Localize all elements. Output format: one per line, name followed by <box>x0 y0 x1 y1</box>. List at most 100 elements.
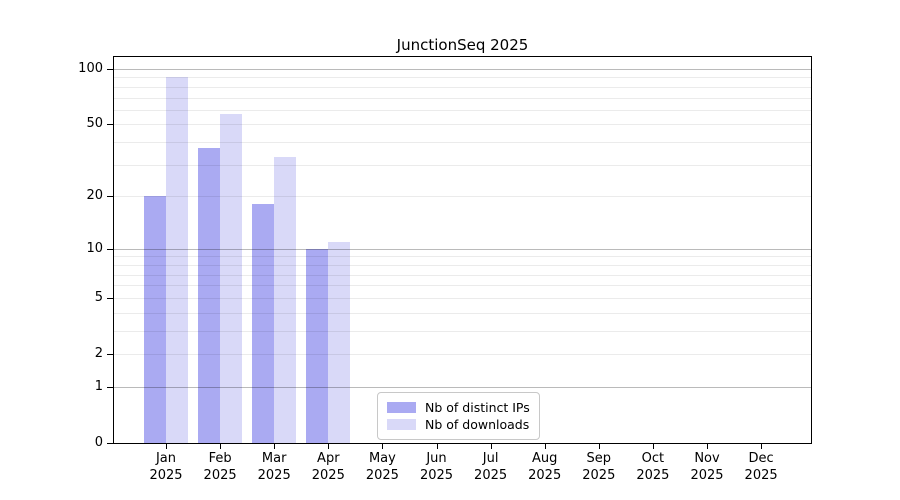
x-tick-label-dec: Dec 2025 <box>731 451 791 484</box>
y-tick-10 <box>107 248 114 250</box>
bar-downloads-mar <box>274 157 297 443</box>
x-tick-year: 2025 <box>744 467 778 483</box>
x-tick-year: 2025 <box>690 467 724 483</box>
x-tick-jan <box>166 444 167 449</box>
x-tick-month: Dec <box>748 451 774 466</box>
gridline-2 <box>114 354 811 355</box>
y-tick-100 <box>107 69 114 70</box>
gridline-90 <box>114 77 811 79</box>
x-tick-label-nov: Nov 2025 <box>677 451 737 484</box>
legend-swatch-distinct-ips-icon <box>387 402 416 413</box>
gridline-8 <box>114 264 811 266</box>
y-tick-label-5: 5 <box>94 289 103 305</box>
legend-item-distinct-ips: Nb of distinct IPs <box>387 399 530 416</box>
x-tick-month: Oct <box>641 451 665 466</box>
x-tick-year: 2025 <box>257 467 291 483</box>
x-tick-sep <box>598 444 600 449</box>
x-tick-year: 2025 <box>149 467 183 483</box>
gridline-50 <box>114 124 811 126</box>
y-tick-50 <box>107 124 114 126</box>
gridline-100 <box>114 69 811 70</box>
y-tick-2 <box>107 354 114 355</box>
x-tick-month: May <box>368 451 396 466</box>
gridline-80 <box>114 86 811 88</box>
gridline-10 <box>114 248 811 250</box>
x-tick-label-apr: Apr 2025 <box>298 451 358 484</box>
y-tick-label-0: 0 <box>94 435 103 450</box>
x-tick-year: 2025 <box>636 467 670 483</box>
y-tick-label-20: 20 <box>86 188 103 204</box>
x-tick-month: Feb <box>208 451 232 466</box>
x-tick-year: 2025 <box>582 467 616 483</box>
bar-distinct-ips-feb <box>198 148 221 443</box>
x-tick-oct <box>652 444 654 449</box>
gridline-3 <box>114 330 811 332</box>
x-tick-nov <box>707 444 708 449</box>
x-tick-may <box>382 444 384 449</box>
y-tick-label-2: 2 <box>94 346 103 361</box>
x-tick-label-feb: Feb 2025 <box>190 451 250 484</box>
legend-item-downloads: Nb of downloads <box>387 416 530 433</box>
y-tick-label-1: 1 <box>94 378 103 394</box>
x-tick-year: 2025 <box>474 467 508 483</box>
bar-downloads-feb <box>220 113 243 443</box>
legend: Nb of distinct IPs Nb of downloads <box>377 392 540 440</box>
x-tick-label-jul: Jul 2025 <box>461 451 521 484</box>
gridline-7 <box>114 274 811 276</box>
legend-label-downloads: Nb of downloads <box>425 417 530 432</box>
x-tick-dec <box>761 444 763 449</box>
x-tick-month: Nov <box>694 451 720 466</box>
bar-downloads-apr <box>328 241 351 443</box>
y-tick-0 <box>107 443 114 444</box>
bar-distinct-ips-mar <box>252 204 275 443</box>
x-tick-mar <box>274 444 276 449</box>
gridline-60 <box>114 109 811 111</box>
legend-label-distinct-ips: Nb of distinct IPs <box>425 400 530 415</box>
x-tick-month: Mar <box>261 451 287 466</box>
y-tick-label-100: 100 <box>78 61 103 76</box>
x-tick-label-mar: Mar 2025 <box>244 451 304 484</box>
x-tick-year: 2025 <box>203 467 237 483</box>
gridline-20 <box>114 196 811 198</box>
gridline-40 <box>114 142 811 144</box>
y-tick-label-10: 10 <box>86 240 103 256</box>
x-tick-apr <box>328 444 330 449</box>
bar-distinct-ips-apr <box>306 248 329 443</box>
x-tick-label-jan: Jan 2025 <box>136 451 196 484</box>
y-tick-1 <box>107 386 114 388</box>
x-tick-year: 2025 <box>365 467 399 483</box>
x-tick-label-aug: Aug 2025 <box>515 451 575 484</box>
x-tick-year: 2025 <box>419 467 454 483</box>
x-tick-jul <box>490 444 492 449</box>
x-tick-month: Sep <box>586 451 612 466</box>
plot-area: Nb of distinct IPs Nb of downloads <box>113 56 812 444</box>
x-tick-jun <box>436 444 438 449</box>
x-tick-label-sep: Sep 2025 <box>569 451 629 484</box>
chart-title: JunctionSeq 2025 <box>396 36 529 54</box>
x-tick-label-oct: Oct 2025 <box>623 451 683 484</box>
y-tick-20 <box>107 196 114 198</box>
y-tick-label-50: 50 <box>86 116 103 132</box>
x-tick-label-may: May 2025 <box>352 451 412 484</box>
gridline-70 <box>114 97 811 99</box>
x-tick-month: Jun <box>426 451 447 466</box>
x-tick-year: 2025 <box>311 467 345 483</box>
y-tick-5 <box>107 297 114 299</box>
bar-distinct-ips-jan <box>144 196 166 443</box>
x-tick-month: Apr <box>317 451 340 466</box>
gridline-9 <box>114 256 811 258</box>
gridline-6 <box>114 285 811 287</box>
gridline-1 <box>114 386 811 388</box>
x-tick-year: 2025 <box>528 467 562 483</box>
gridline-4 <box>114 312 811 314</box>
gridline-5 <box>114 297 811 299</box>
x-tick-label-jun: Jun 2025 <box>407 451 467 484</box>
x-tick-month: Jan <box>155 451 177 466</box>
x-tick-month: Aug <box>531 451 558 466</box>
x-tick-aug <box>544 444 546 449</box>
x-tick-month: Jul <box>482 451 499 466</box>
legend-swatch-downloads-icon <box>387 419 416 430</box>
x-tick-feb <box>220 444 222 449</box>
bar-downloads-jan <box>166 77 188 443</box>
gridline-30 <box>114 164 811 166</box>
